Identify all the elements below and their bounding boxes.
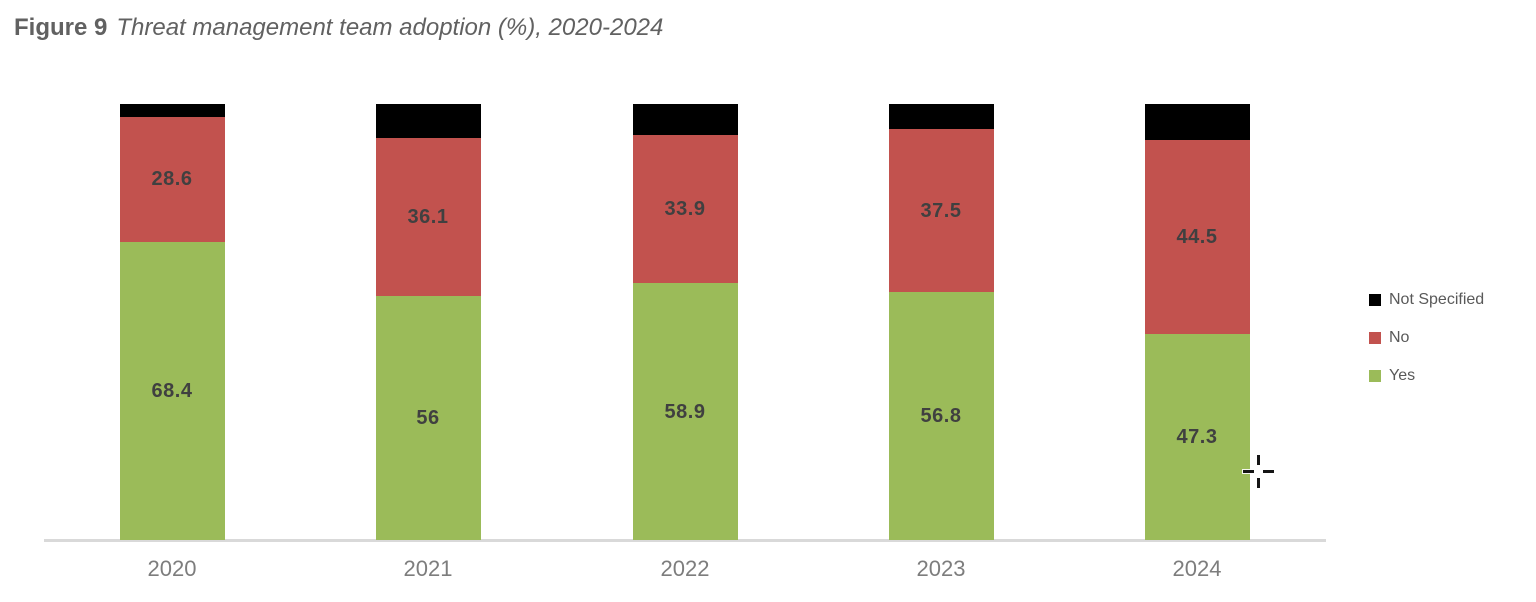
bar-segment-not-specified-2023[interactable] <box>888 104 994 129</box>
bar-segment-not-specified-2022[interactable] <box>632 104 738 136</box>
legend: Not Specified No Yes <box>1369 289 1484 386</box>
legend-swatch-yes <box>1369 369 1381 382</box>
bar-segment-not-specified-2021[interactable] <box>375 104 481 139</box>
legend-label: Not Specified <box>1389 290 1485 308</box>
data-label-yes-2021: 56 <box>416 406 440 429</box>
data-label-no-2024: 44.5 <box>1176 225 1218 248</box>
bar-segment-no-2020[interactable] <box>119 117 225 242</box>
data-label-yes-2023: 56.8 <box>920 405 962 428</box>
bar-segment-yes-2022[interactable] <box>632 283 738 540</box>
data-label-yes-2020: 68.4 <box>151 379 193 402</box>
legend-label: No <box>1389 328 1410 346</box>
data-label-no-2021: 36.1 <box>407 206 449 229</box>
x-axis-label-2022: 2022 <box>660 556 710 581</box>
data-label-no-2022: 33.9 <box>664 198 706 221</box>
bar-segment-yes-2023[interactable] <box>888 292 994 540</box>
legend-label: Yes <box>1389 366 1416 384</box>
legend-swatch-not-specified <box>1369 293 1381 306</box>
bar-segment-yes-2020[interactable] <box>119 241 225 540</box>
bar-segment-no-2023[interactable] <box>888 128 994 293</box>
x-axis-line <box>44 539 1326 542</box>
x-axis-label-2021: 2021 <box>403 556 453 581</box>
figure-title: Figure 9 Threat management team adoption … <box>14 14 663 42</box>
figure-number: Figure 9 <box>14 14 108 41</box>
bar-segment-no-2021[interactable] <box>375 138 481 296</box>
legend-item-not-specified[interactable]: Not Specified <box>1369 289 1484 310</box>
bar-segment-not-specified-2024[interactable] <box>1144 104 1250 140</box>
bar-segment-no-2022[interactable] <box>632 135 738 284</box>
bar-segment-not-specified-2020[interactable] <box>119 104 225 118</box>
data-label-yes-2022: 58.9 <box>664 400 706 423</box>
legend-swatch-no <box>1369 331 1381 344</box>
bar-segment-yes-2024[interactable] <box>1144 333 1250 540</box>
legend-item-yes[interactable]: Yes <box>1369 365 1484 386</box>
data-label-no-2023: 37.5 <box>920 199 962 222</box>
x-axis-label-2020: 2020 <box>147 556 197 581</box>
x-axis-label-2023: 2023 <box>916 556 966 581</box>
bar-segment-yes-2021[interactable] <box>375 295 481 540</box>
x-axis-label-2024: 2024 <box>1172 556 1222 581</box>
legend-item-no[interactable]: No <box>1369 327 1484 348</box>
data-label-no-2020: 28.6 <box>151 168 193 191</box>
data-label-yes-2024: 47.3 <box>1176 425 1218 448</box>
figure-caption: Threat management team adoption (%), 202… <box>116 14 664 41</box>
bar-segment-no-2024[interactable] <box>1144 139 1250 334</box>
